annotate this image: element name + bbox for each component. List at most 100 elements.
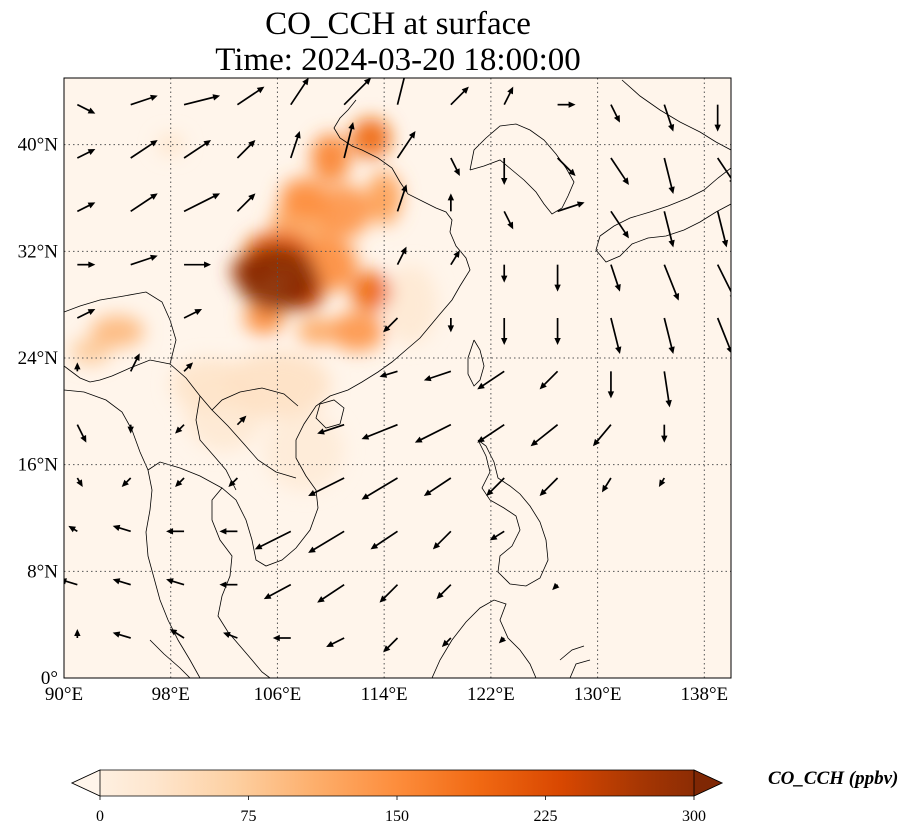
wind-arrow [169, 629, 185, 639]
longitude-tick-label: 130°E [574, 684, 622, 705]
wind-arrow [714, 104, 721, 132]
wind-arrow [166, 528, 185, 535]
wind-arrow [450, 250, 460, 266]
wind-arrow [343, 122, 355, 159]
wind-arrow [716, 211, 729, 248]
wind-arrow [76, 424, 87, 443]
wind-arrow [175, 424, 185, 434]
wind-arrow [379, 584, 399, 603]
wind-arrow [610, 210, 629, 239]
colorbar-tick-label: 0 [96, 808, 104, 825]
wind-arrow [610, 157, 629, 185]
wind-arrow [601, 477, 612, 493]
wind-arrow [610, 264, 621, 292]
wind-arrow [610, 104, 620, 123]
concentration-blob [157, 134, 185, 156]
wind-arrow [489, 530, 505, 541]
wind-arrow [236, 193, 256, 212]
wind-arrow [112, 631, 131, 639]
longitude-tick-label: 90°E [45, 684, 83, 705]
wind-arrow [76, 309, 96, 319]
wind-arrow [183, 193, 221, 213]
wind-arrow [477, 423, 505, 443]
wind-arrow [530, 424, 559, 447]
wind-arrow [592, 424, 612, 447]
latitude-tick-label: 8°N [27, 561, 58, 582]
wind-arrow [663, 317, 675, 354]
wind-arrow [326, 637, 345, 647]
wind-arrow [290, 78, 309, 106]
wind-arrow [503, 210, 514, 230]
wind-arrow [554, 264, 561, 292]
wind-arrow [166, 578, 185, 586]
wind-arrow [343, 78, 372, 106]
wind-arrow [396, 246, 407, 266]
concentration-blob [90, 315, 145, 348]
wind-arrow [127, 424, 134, 434]
concentration-blob [280, 178, 329, 218]
colorbar-tick-label: 75 [241, 808, 257, 825]
wind-arrow [379, 370, 398, 378]
wind-arrow [383, 637, 399, 653]
wind-arrow [130, 254, 158, 266]
map-subtitle-time: Time: 2024-03-20 18:00:00 [215, 42, 581, 78]
wind-arrow [254, 530, 292, 550]
longitude-tick-label: 106°E [254, 684, 302, 705]
wind-arrow [501, 318, 508, 345]
wind-arrow [129, 353, 140, 372]
concentration-blob [350, 118, 391, 158]
wind-arrow [219, 528, 238, 535]
wind-arrow [486, 477, 505, 496]
wind-arrow [77, 261, 96, 268]
concentration-blob [384, 264, 438, 345]
latitude-tick-label: 32°N [18, 241, 59, 262]
wind-arrow [308, 477, 345, 496]
wind-arrow [396, 184, 408, 212]
latitude-tick-label: 16°N [18, 455, 59, 476]
wind-arrow [361, 477, 398, 500]
wind-arrow [432, 530, 452, 550]
wind-arrow [289, 131, 301, 159]
wind-arrow [436, 584, 452, 600]
wind-vectors [64, 78, 731, 653]
wind-arrow [554, 318, 561, 345]
colorbar: 0 75 150 225 300 [71, 769, 723, 825]
wind-arrow [396, 78, 406, 105]
map-frame [63, 77, 732, 679]
sulawesi-coastline [559, 645, 591, 678]
wind-arrow [308, 530, 345, 553]
wind-arrow [498, 636, 507, 644]
wind-arrow [76, 103, 96, 114]
wind-arrow [317, 583, 345, 603]
wind-arrow [130, 140, 158, 159]
colorbar-extend-min [71, 769, 101, 797]
latitude-ticks: 0° 8°N 16°N 24°N 32°N 40°N [18, 135, 59, 689]
colorbar-scale [71, 769, 723, 797]
taiwan-coastline [467, 339, 485, 387]
wind-arrow [183, 362, 194, 372]
country-borders [64, 291, 299, 491]
latitude-tick-label: 0° [41, 668, 58, 689]
wind-arrow [447, 193, 455, 212]
wind-arrow [450, 86, 469, 106]
wind-arrow [76, 149, 96, 159]
korea-coastline [469, 123, 575, 215]
wind-arrow [607, 371, 615, 399]
wind-arrow [112, 578, 131, 586]
concentration-blob [366, 171, 402, 225]
wind-arrow [450, 157, 460, 176]
wind-arrow [716, 317, 731, 353]
india-bangladesh-coastline [64, 365, 113, 383]
colorbar-tick-label: 225 [534, 808, 558, 825]
wind-arrow [539, 477, 559, 496]
wind-arrow [539, 370, 559, 390]
wind-arrow [184, 261, 212, 268]
wind-arrow [396, 131, 416, 159]
wind-arrow [68, 525, 78, 533]
wind-arrow [236, 86, 265, 106]
longitude-tick-label: 138°E [680, 684, 728, 705]
wind-arrow [272, 634, 291, 642]
wind-arrow [130, 94, 158, 106]
wind-arrow [112, 524, 131, 533]
